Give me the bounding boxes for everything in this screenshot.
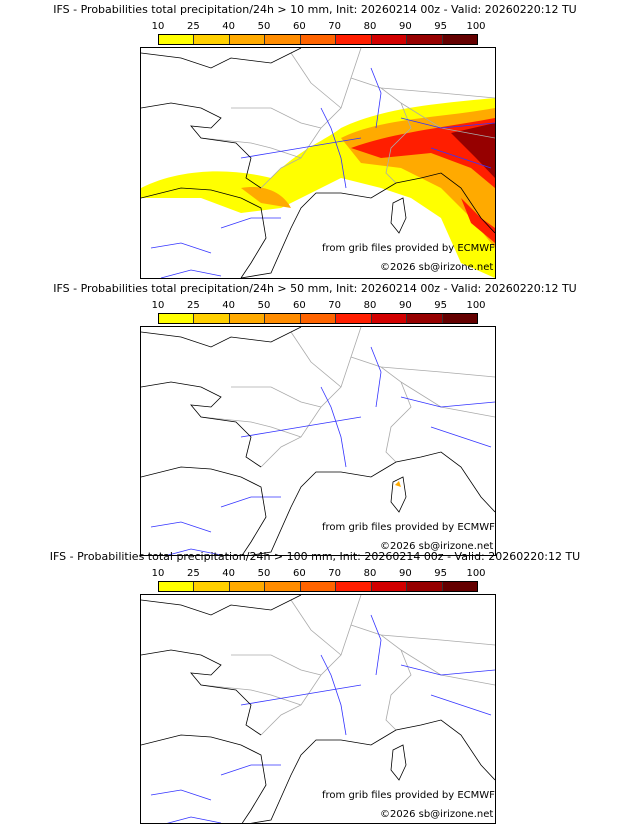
coastline bbox=[141, 595, 495, 823]
colorbar-cell bbox=[194, 582, 230, 591]
colorbar-tick: 50 bbox=[257, 21, 271, 32]
colorbar-cell bbox=[159, 582, 195, 591]
colorbar bbox=[158, 581, 478, 592]
rivers bbox=[150, 346, 495, 555]
colorbar-cell bbox=[336, 35, 372, 44]
corsica bbox=[390, 476, 407, 513]
coastline bbox=[141, 48, 495, 278]
precip-area bbox=[395, 481, 401, 487]
colorbar-tick: 90 bbox=[398, 568, 412, 579]
source-credit: from grib files provided by ECMWF bbox=[322, 522, 495, 533]
colorbar-cell bbox=[300, 582, 337, 591]
colorbar-cell bbox=[442, 35, 477, 44]
colorbar-tick: 40 bbox=[222, 300, 236, 311]
colorbar-tick: 100 bbox=[466, 300, 486, 311]
colorbar-cell bbox=[371, 314, 408, 323]
map-svg bbox=[141, 48, 495, 278]
colorbar-tick: 100 bbox=[466, 568, 486, 579]
colorbar bbox=[158, 34, 478, 45]
colorbar-tick: 90 bbox=[398, 300, 412, 311]
map-svg bbox=[141, 595, 495, 823]
colorbar-tick: 95 bbox=[434, 568, 448, 579]
colorbar-tick: 100 bbox=[466, 21, 486, 32]
map-panel-1: IFS - Probabilities total precipitation/… bbox=[0, 0, 630, 279]
colorbar-tick: 10 bbox=[151, 21, 165, 32]
rivers bbox=[150, 614, 495, 823]
coastline bbox=[141, 327, 495, 555]
precip-area bbox=[451, 123, 495, 178]
colorbar-tick: 40 bbox=[222, 21, 236, 32]
colorbar-cell bbox=[194, 35, 230, 44]
map-area bbox=[140, 326, 496, 556]
colorbar-tick: 40 bbox=[222, 568, 236, 579]
colorbar-tick: 60 bbox=[292, 21, 306, 32]
colorbar-cell bbox=[407, 582, 443, 591]
map-svg bbox=[141, 327, 495, 555]
colorbar-cell bbox=[442, 582, 477, 591]
colorbar-cell bbox=[194, 314, 230, 323]
colorbar-tick: 80 bbox=[363, 568, 377, 579]
map-panel-3: IFS - Probabilities total precipitation/… bbox=[0, 547, 630, 824]
colorbar-tick: 80 bbox=[363, 300, 377, 311]
map-title: IFS - Probabilities total precipitation/… bbox=[53, 3, 577, 16]
colorbar-tick: 25 bbox=[186, 568, 200, 579]
colorbar-tick: 25 bbox=[186, 21, 200, 32]
colorbar-tick: 25 bbox=[186, 300, 200, 311]
colorbar-tick: 70 bbox=[328, 300, 342, 311]
colorbar-cell bbox=[371, 35, 408, 44]
corsica bbox=[390, 744, 407, 781]
map-panel-2: IFS - Probabilities total precipitation/… bbox=[0, 279, 630, 556]
colorbar-tick: 10 bbox=[151, 300, 165, 311]
map-area bbox=[140, 47, 496, 279]
borders bbox=[200, 48, 495, 189]
colorbar-tick: 60 bbox=[292, 300, 306, 311]
copyright: ©2026 sb@irizone.net bbox=[380, 262, 494, 273]
colorbar-cell bbox=[159, 314, 195, 323]
rivers bbox=[150, 67, 495, 278]
colorbar-cell bbox=[265, 582, 301, 591]
colorbar-cell bbox=[336, 314, 372, 323]
colorbar-tick: 80 bbox=[363, 21, 377, 32]
colorbar-cell bbox=[407, 314, 443, 323]
colorbar-cell bbox=[229, 35, 266, 44]
colorbar-tick: 10 bbox=[151, 568, 165, 579]
map-title: IFS - Probabilities total precipitation/… bbox=[49, 550, 581, 563]
map-area bbox=[140, 594, 496, 824]
colorbar-cell bbox=[300, 35, 337, 44]
colorbar-tick: 95 bbox=[434, 21, 448, 32]
colorbar-tick: 60 bbox=[292, 568, 306, 579]
colorbar-tick: 70 bbox=[328, 568, 342, 579]
colorbar-cell bbox=[265, 35, 301, 44]
colorbar-cell bbox=[336, 582, 372, 591]
colorbar-cell bbox=[159, 35, 195, 44]
borders bbox=[200, 595, 495, 736]
colorbar-tick: 50 bbox=[257, 568, 271, 579]
colorbar-tick: 70 bbox=[328, 21, 342, 32]
colorbar-cell bbox=[300, 314, 337, 323]
colorbar-cell bbox=[229, 314, 266, 323]
colorbar-cell bbox=[371, 582, 408, 591]
colorbar-cell bbox=[407, 35, 443, 44]
borders bbox=[200, 327, 495, 468]
colorbar-tick: 95 bbox=[434, 300, 448, 311]
colorbar-cell bbox=[229, 582, 266, 591]
colorbar-tick: 50 bbox=[257, 300, 271, 311]
source-credit: from grib files provided by ECMWF bbox=[322, 790, 495, 801]
colorbar bbox=[158, 313, 478, 324]
colorbar-tick: 90 bbox=[398, 21, 412, 32]
precip-area bbox=[351, 118, 495, 243]
corsica bbox=[390, 197, 407, 234]
colorbar-cell bbox=[442, 314, 477, 323]
copyright: ©2026 sb@irizone.net bbox=[380, 541, 494, 552]
source-credit: from grib files provided by ECMWF bbox=[322, 243, 495, 254]
map-title: IFS - Probabilities total precipitation/… bbox=[53, 282, 577, 295]
colorbar-cell bbox=[265, 314, 301, 323]
copyright: ©2026 sb@irizone.net bbox=[380, 809, 494, 820]
